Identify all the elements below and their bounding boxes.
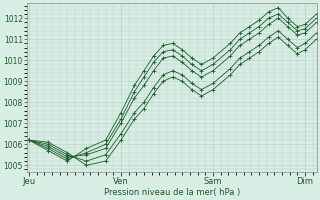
- X-axis label: Pression niveau de la mer( hPa ): Pression niveau de la mer( hPa ): [104, 188, 240, 197]
